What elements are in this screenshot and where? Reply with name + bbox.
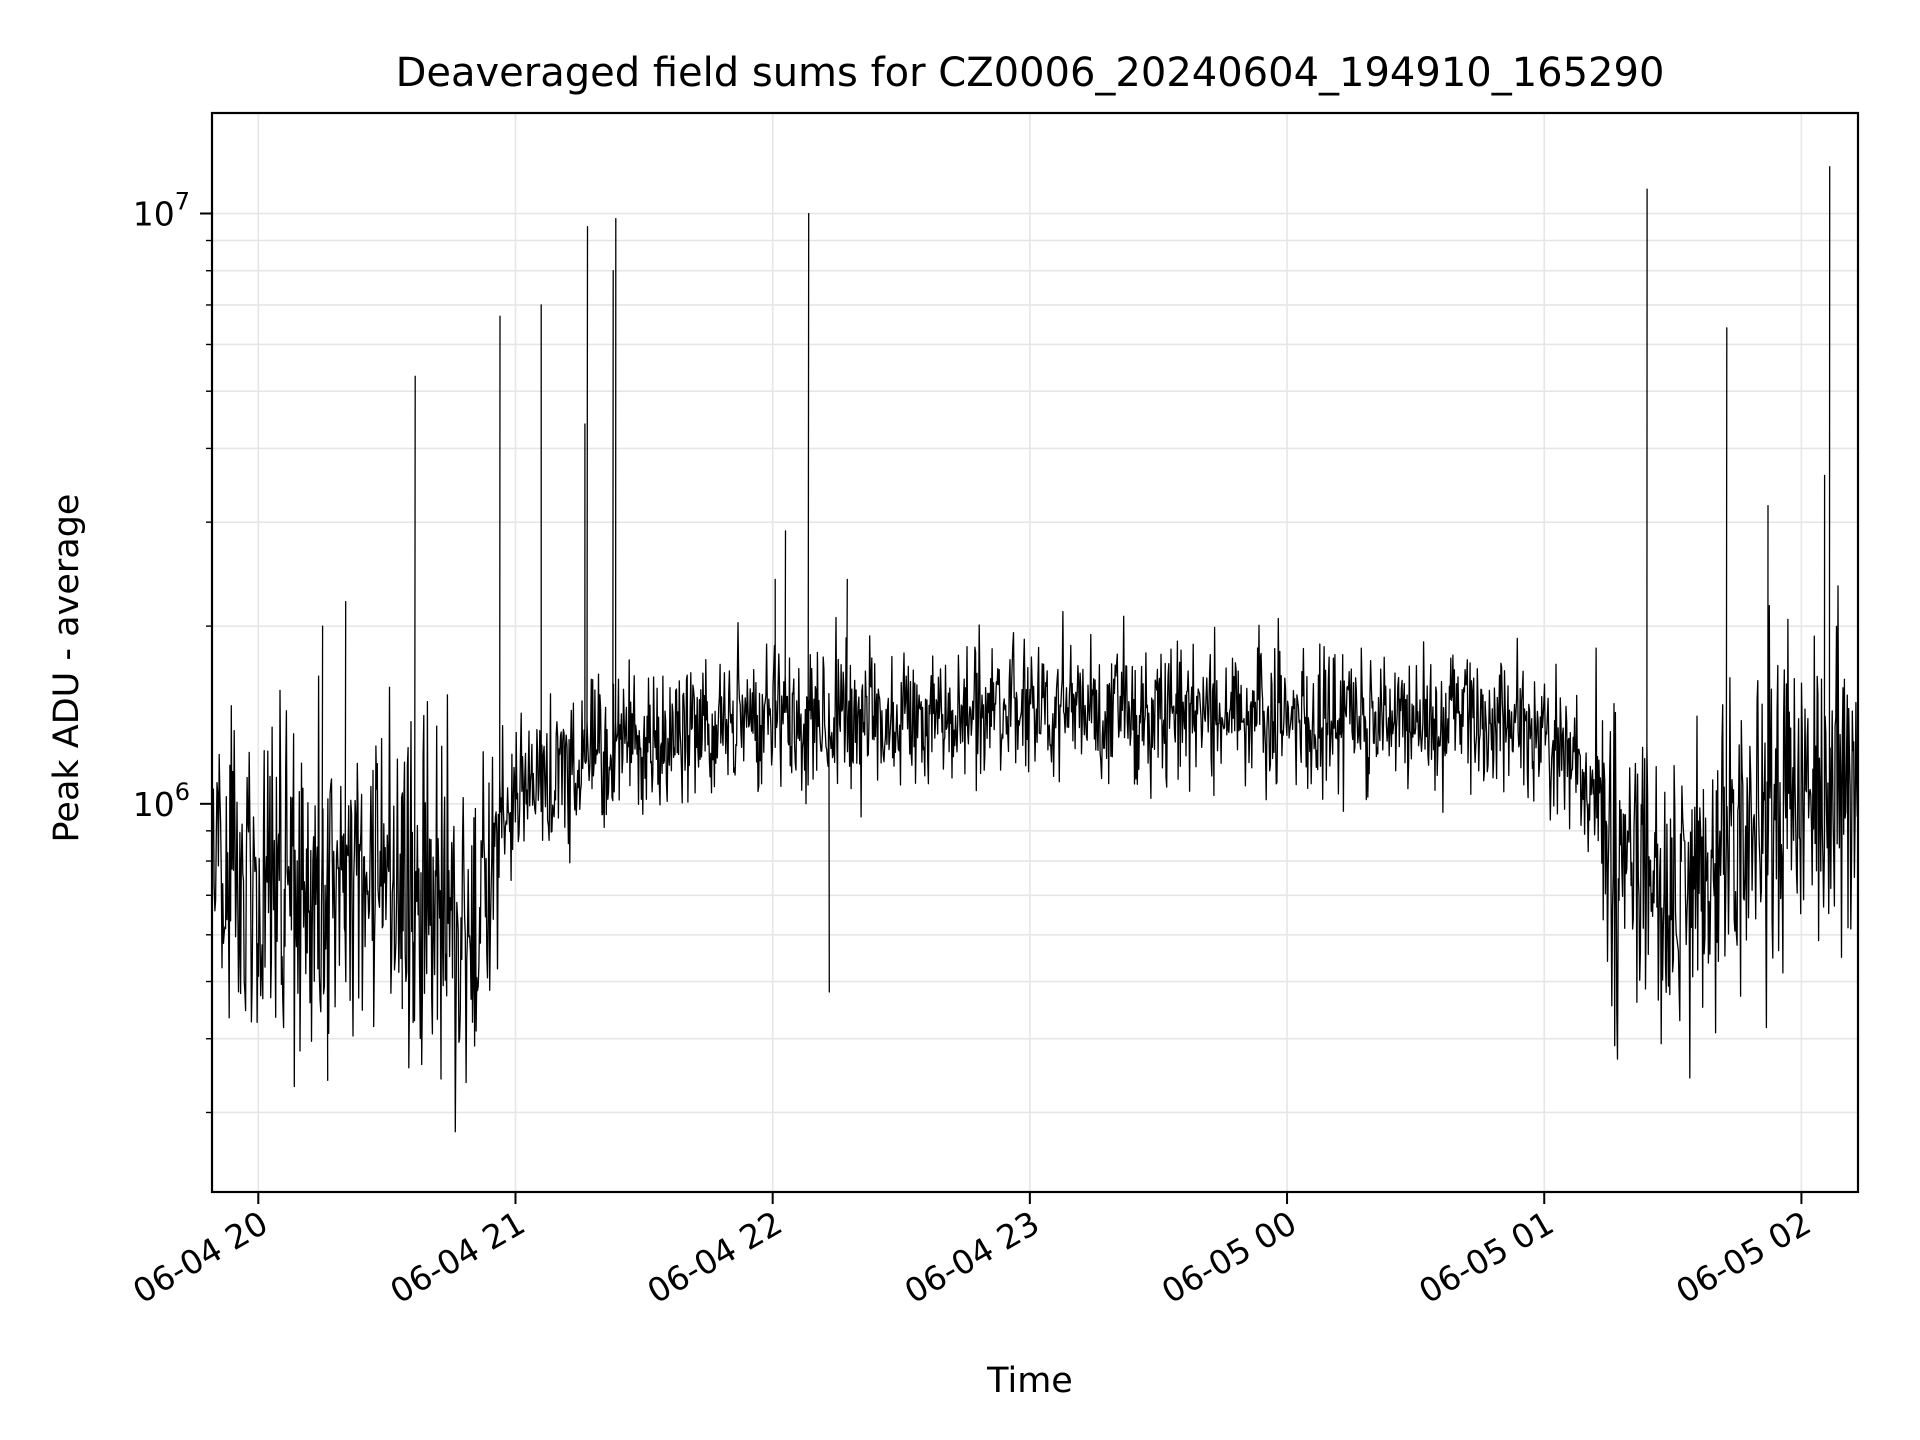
y-axis-label: Peak ADU - average — [47, 494, 87, 843]
y-tick-label: 107 — [133, 188, 190, 234]
plot-frame — [210, 111, 1860, 1194]
grid — [212, 113, 1858, 1192]
series-group — [211, 166, 1859, 1133]
y-tick-label: 106 — [133, 778, 190, 824]
x-axis-label: Time — [986, 1361, 1073, 1401]
chart-title: Deaveraged field sums for CZ0006_2024060… — [396, 50, 1665, 96]
series-line — [211, 166, 1859, 1133]
